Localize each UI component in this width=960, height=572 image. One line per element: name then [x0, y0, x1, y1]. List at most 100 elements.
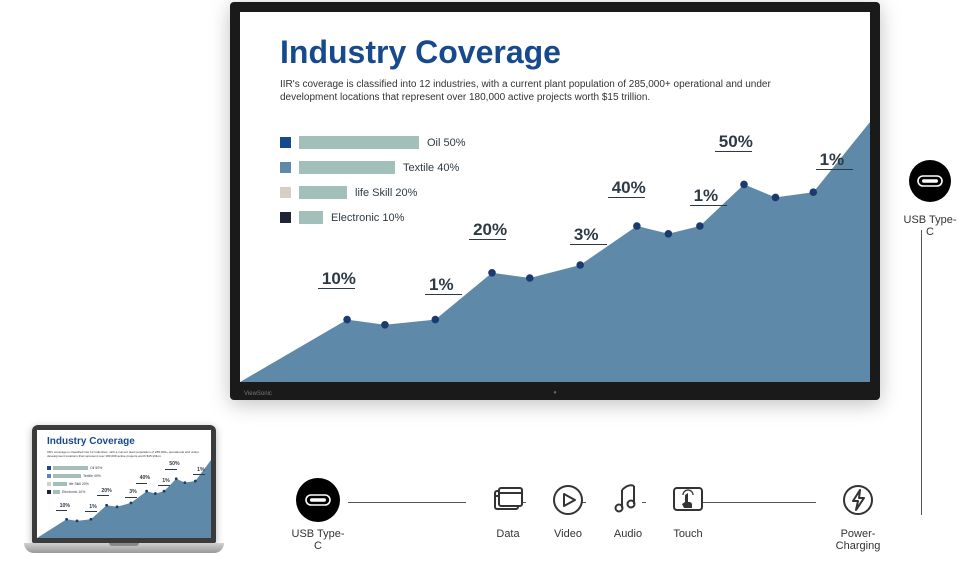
chart-label-connector	[690, 205, 727, 206]
chart-marker	[145, 490, 148, 493]
connectivity-strip: USB Type-C Data Video Audio Touch Power-Charg…	[240, 478, 920, 558]
chart-marker	[772, 194, 780, 202]
chart-label-connector	[469, 239, 506, 240]
power-icon	[836, 478, 880, 522]
chart-marker	[130, 502, 133, 505]
chart-pct-label: 40%	[612, 178, 646, 198]
strip-label: Power-Charging	[830, 528, 886, 552]
chart-pct-label: 1%	[197, 467, 205, 473]
chart-label-connector	[816, 169, 853, 170]
strip-label: Video	[540, 528, 596, 540]
chart-label-connector	[56, 510, 67, 511]
chart-label-connector	[425, 294, 462, 295]
chart-label-connector	[193, 474, 204, 475]
audio-icon	[606, 478, 650, 522]
large-display: Industry Coverage IIR's coverage is class…	[230, 2, 880, 400]
slide-title: Industry Coverage	[280, 34, 561, 71]
laptop: Industry Coverage IIR's coverage is class…	[24, 425, 224, 553]
chart-pct-label: 50%	[169, 461, 179, 467]
touch-icon	[666, 478, 710, 522]
chart-marker	[65, 518, 68, 521]
strip-node-touch: Touch	[660, 478, 716, 540]
video-icon	[546, 478, 590, 522]
large-display-screen: Industry Coverage IIR's coverage is class…	[240, 12, 870, 382]
chart-marker	[184, 481, 187, 484]
connection-vertical-line	[921, 230, 922, 515]
slide-subtitle: IIR's coverage is classified into 12 ind…	[47, 450, 202, 458]
strip-label: Touch	[660, 528, 716, 540]
area-chart-svg	[240, 122, 870, 382]
chart-marker	[175, 477, 178, 480]
chart-label-connector	[97, 495, 108, 496]
chart-marker	[810, 188, 818, 196]
chart-label-connector	[136, 483, 147, 484]
area-fill	[240, 122, 870, 382]
chart-label-connector	[125, 497, 136, 498]
chart-pct-label: 20%	[473, 220, 507, 240]
chart-marker	[381, 321, 389, 329]
chart-pct-label: 1%	[429, 275, 454, 295]
chart-marker	[163, 490, 166, 493]
chart-label-connector	[570, 244, 607, 245]
strip-node-audio: Audio	[600, 478, 656, 540]
chart-marker	[343, 316, 351, 324]
chart-label-connector	[715, 151, 752, 152]
area-chart-svg	[37, 460, 211, 538]
usbc-icon	[909, 160, 951, 202]
chart-label-connector	[318, 288, 355, 289]
chart-pct-label: 40%	[140, 475, 150, 481]
chart-marker	[696, 222, 704, 230]
slide-big: Industry Coverage IIR's coverage is class…	[240, 12, 870, 382]
chart-pct-label: 1%	[162, 478, 170, 484]
display-chin: ●	[230, 390, 880, 396]
chart-marker	[105, 504, 108, 507]
laptop-notch	[109, 543, 139, 546]
strip-node-video: Video	[540, 478, 596, 540]
chart-marker	[526, 274, 534, 282]
chart-marker	[488, 269, 496, 277]
chart-marker	[576, 261, 584, 269]
area-chart: 10% 1% 20% 3% 40% 1% 50% 1%	[240, 122, 870, 382]
chart-pct-label: 20%	[101, 488, 111, 494]
strip-label: USB Type-C	[290, 528, 346, 552]
chart-pct-label: 1%	[694, 186, 719, 206]
chart-pct-label: 3%	[129, 489, 137, 495]
chart-pct-label: 3%	[574, 225, 599, 245]
strip-line	[702, 502, 816, 503]
strip-node-usbc: USB Type-C	[290, 478, 346, 552]
chart-marker	[665, 230, 673, 238]
chart-pct-label: 1%	[89, 504, 97, 510]
chart-marker	[154, 492, 157, 495]
strip-label: Audio	[600, 528, 656, 540]
chart-pct-label: 1%	[820, 150, 845, 170]
strip-line	[348, 502, 466, 503]
chart-marker	[194, 480, 197, 483]
laptop-screen: Industry Coverage IIR's coverage is class…	[37, 430, 211, 538]
chart-pct-label: 50%	[719, 132, 753, 152]
area-fill	[37, 460, 211, 538]
slide-subtitle: IIR's coverage is classified into 12 ind…	[280, 78, 810, 104]
strip-node-data: Data	[480, 478, 536, 540]
chart-pct-label: 10%	[60, 503, 70, 509]
chart-marker	[633, 222, 641, 230]
chart-marker	[740, 181, 748, 189]
chart-marker	[76, 519, 79, 522]
chart-label-connector	[608, 197, 645, 198]
chart-marker	[116, 505, 119, 508]
chart-marker	[90, 518, 93, 521]
chart-marker	[432, 316, 440, 324]
chart-pct-label: 10%	[322, 269, 356, 289]
usbc-right-badge: USB Type-C	[900, 160, 960, 238]
chart-label-connector	[165, 469, 176, 470]
usbc-icon	[296, 478, 340, 522]
chart-label-connector	[158, 485, 169, 486]
data-icon	[486, 478, 530, 522]
area-chart: 10% 1% 20% 3% 40% 1% 50% 1%	[37, 460, 211, 538]
strip-node-power: Power-Charging	[830, 478, 886, 552]
strip-label: Data	[480, 528, 536, 540]
laptop-lid: Industry Coverage IIR's coverage is class…	[32, 425, 216, 543]
slide-small: Industry Coverage IIR's coverage is class…	[37, 430, 211, 538]
usbc-right-label: USB Type-C	[900, 214, 960, 238]
chart-label-connector	[85, 511, 96, 512]
slide-title: Industry Coverage	[47, 436, 135, 447]
